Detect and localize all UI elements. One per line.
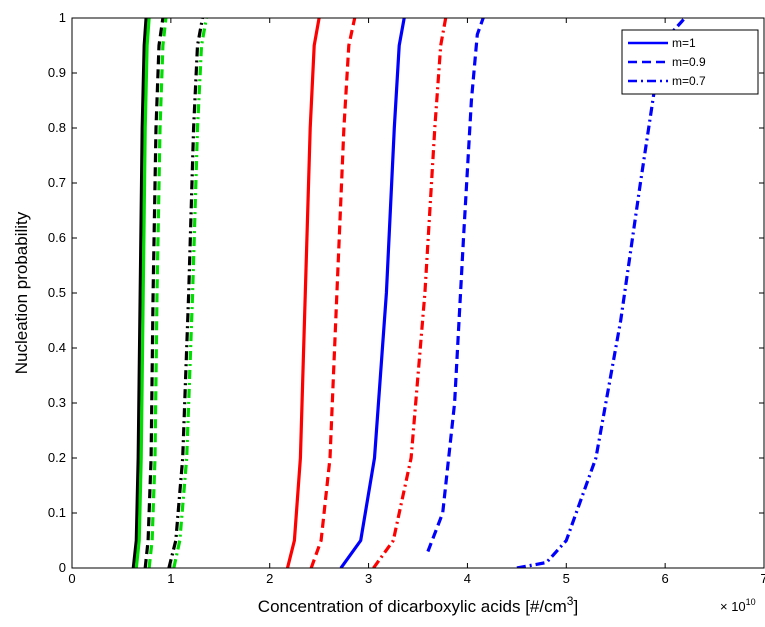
- series-line: [285, 18, 321, 568]
- x-tick-label: 0: [68, 571, 75, 586]
- x-tick-label: 5: [563, 571, 570, 586]
- x-exponent-label: × 1010: [720, 597, 756, 614]
- series-line: [134, 18, 151, 568]
- series-line: [309, 18, 357, 568]
- series-line: [372, 18, 448, 568]
- y-tick-label: 0.1: [48, 505, 66, 520]
- legend: m=1 m=0.9 m=0.7: [621, 29, 759, 95]
- y-tick-label: 0.3: [48, 395, 66, 410]
- y-tick-label: 0.7: [48, 175, 66, 190]
- x-tick-label: 7: [760, 571, 765, 586]
- y-tick-label: 1: [59, 10, 66, 25]
- y-tick-label: 0.4: [48, 340, 66, 355]
- x-tick-label: 6: [662, 571, 669, 586]
- legend-label: m=0.7: [672, 74, 706, 88]
- y-tick-label: 0.2: [48, 450, 66, 465]
- x-tick-label: 1: [167, 571, 174, 586]
- series-line: [339, 18, 406, 568]
- x-tick-label: 2: [266, 571, 273, 586]
- y-axis-label: Nucleation probability: [12, 211, 31, 374]
- series-line: [426, 18, 485, 553]
- x-tick-label: 3: [365, 571, 372, 586]
- axes: 0 1 2 3 4 5 6 7 0 0.1 0.2 0.3 0.4 0.5 0.6 0.7 0.8 0.9 1: [48, 10, 765, 586]
- legend-label: m=1: [672, 36, 696, 50]
- y-tick-label: 0.9: [48, 65, 66, 80]
- series-line: [516, 18, 687, 568]
- series-lines: [131, 18, 687, 568]
- legend-label: m=0.9: [672, 55, 706, 69]
- y-tick-label: 0.6: [48, 230, 66, 245]
- y-tick-label: 0.5: [48, 285, 66, 300]
- series-line: [143, 18, 165, 568]
- series-line: [131, 18, 148, 568]
- y-tick-label: 0.8: [48, 120, 66, 135]
- x-axis-label: Concentration of dicarboxylic acids [#/c…: [258, 594, 578, 616]
- y-tick-label: 0: [59, 560, 66, 575]
- x-tick-label: 4: [464, 571, 471, 586]
- series-line: [147, 18, 168, 568]
